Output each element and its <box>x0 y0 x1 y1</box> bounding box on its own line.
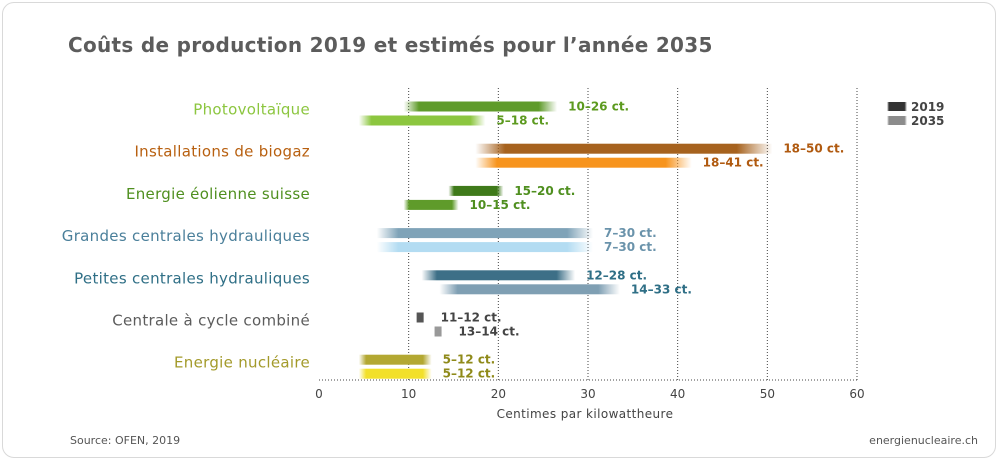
category-label: Centrale à cycle combiné <box>112 312 310 330</box>
range-bar <box>358 115 486 126</box>
legend-label: 2019 <box>911 100 944 114</box>
category-label: Energie éolienne suisse <box>126 185 310 203</box>
category-label: Installations de biogaz <box>134 143 310 161</box>
x-tick-label: 40 <box>670 387 685 401</box>
range-bar <box>439 284 620 295</box>
x-tick-label: 10 <box>401 387 416 401</box>
range-label: 14–33 ct. <box>631 282 692 296</box>
range-bar <box>421 270 576 281</box>
legend-swatch <box>887 116 907 125</box>
legend-swatch <box>887 102 907 111</box>
range-bar <box>475 143 773 154</box>
x-tick-label: 60 <box>849 387 864 401</box>
range-bar <box>358 368 432 379</box>
x-tick-label: 20 <box>491 387 506 401</box>
range-label: 18–50 ct. <box>783 142 844 156</box>
legend-label: 2035 <box>911 114 944 128</box>
range-bar <box>403 101 558 112</box>
range-bar <box>376 242 593 253</box>
range-label: 5–12 ct. <box>443 367 496 381</box>
category-label: Photovoltaïque <box>193 101 310 119</box>
range-label: 15–20 ct. <box>514 184 575 198</box>
range-bar <box>376 228 593 239</box>
range-bar <box>448 185 504 196</box>
category-label: Petites centrales hydrauliques <box>74 269 310 287</box>
range-bar <box>358 354 432 365</box>
range-bar <box>403 199 459 210</box>
x-axis-label: Centimes par kilowattheure <box>497 407 674 421</box>
range-label: 10–26 ct. <box>568 100 629 114</box>
x-tick-label: 50 <box>760 387 775 401</box>
x-tick-label: 0 <box>315 387 323 401</box>
range-label: 5–18 ct. <box>496 114 549 128</box>
range-label: 11–12 ct. <box>441 311 502 325</box>
range-label: 18–41 ct. <box>703 156 764 170</box>
source-note: Source: OFEN, 2019 <box>70 434 181 447</box>
range-label: 5–12 ct. <box>443 353 496 367</box>
x-tick-label: 30 <box>580 387 595 401</box>
category-label: Energie nucléaire <box>174 354 310 372</box>
range-bar <box>416 312 424 323</box>
chart-title: Coûts de production 2019 et estimés pour… <box>68 33 713 57</box>
range-bar <box>475 157 692 168</box>
category-label: Grandes centrales hydrauliques <box>62 227 310 245</box>
range-label: 13–14 ct. <box>459 325 520 339</box>
website-label: energienucleaire.ch <box>869 434 978 447</box>
range-label: 7–30 ct. <box>604 240 657 254</box>
range-label: 12–28 ct. <box>586 268 647 282</box>
range-label: 10–15 ct. <box>470 198 531 212</box>
range-bar <box>434 326 442 337</box>
range-label: 7–30 ct. <box>604 226 657 240</box>
